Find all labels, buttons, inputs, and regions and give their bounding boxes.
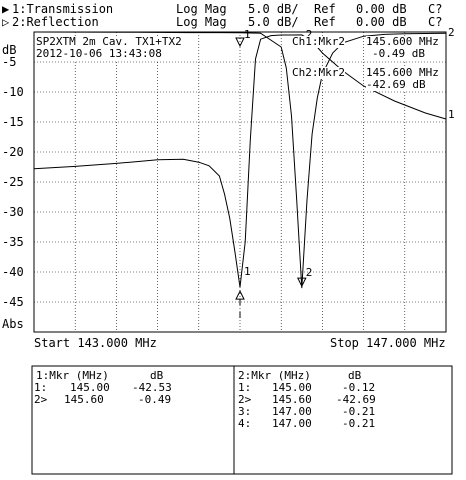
table2-row3-db: -0.21	[342, 405, 376, 418]
trace2-label[interactable]: 2:Reflection	[12, 15, 99, 29]
table1-row2-id: 2>	[34, 393, 48, 406]
trace2-ref-value[interactable]: 0.00 dB	[356, 15, 407, 29]
trace2-scale[interactable]: 5.0 dB/	[248, 15, 299, 29]
y-tick-label: -40	[2, 265, 24, 279]
trace1-format[interactable]: Log Mag	[176, 2, 227, 16]
marker-triangle-icon[interactable]	[235, 290, 245, 300]
marker-number-label: 1	[244, 28, 251, 41]
table1-row1-id: 1:	[34, 381, 48, 394]
ch2-marker-value: -42.69 dB	[366, 78, 426, 91]
trace1-ref-label: Ref	[314, 2, 336, 16]
series-transmission-line	[33, 34, 447, 288]
plot-title: SP2XTM 2m Cav. TX1+TX2	[36, 35, 182, 48]
table2-row4-id: 4:	[238, 417, 252, 430]
y-tick-label: -10	[2, 85, 24, 99]
table2-row4-freq: 147.00	[272, 417, 312, 430]
trace1-label[interactable]: 1:Transmission	[12, 2, 114, 16]
table2-row3-id: 3:	[238, 405, 252, 418]
trace-reference-label: 2	[448, 26, 455, 39]
table2-row3-freq: 147.00	[272, 405, 312, 418]
trace2-ref-label: Ref	[314, 15, 336, 29]
marker-triangle-icon[interactable]	[235, 37, 245, 48]
ch1-marker-freq: 145.600 MHz	[366, 35, 439, 48]
marker-table-frame	[31, 365, 453, 475]
table1-header-mkr: 1:Mkr (MHz)	[36, 369, 109, 382]
series-reflection-line	[33, 31, 447, 289]
y-tick-label: -25	[2, 175, 24, 189]
ch2-marker-label: Ch2:Mkr2	[292, 66, 345, 79]
trace-reference-label: 1	[448, 108, 455, 121]
ch1-marker-label: Ch1:Mkr2	[292, 35, 345, 48]
trace2-indicator-icon: ▷	[2, 15, 10, 29]
trace1-scale[interactable]: 5.0 dB/	[248, 2, 299, 16]
trace2-flag: C?	[428, 15, 443, 29]
y-tick-label: -5	[2, 55, 16, 69]
marker-number-label: 2	[306, 28, 313, 41]
y-axis-abs-label: Abs	[2, 317, 24, 331]
y-tick-label: -45	[2, 295, 24, 309]
table2-row1-db: -0.12	[342, 381, 376, 394]
stop-frequency[interactable]: Stop 147.000 MHz	[330, 336, 446, 350]
table2-row2-id: 2>	[238, 393, 252, 406]
table2-row2-db: -42.69	[336, 393, 376, 406]
marker-triangle-icon[interactable]	[296, 277, 307, 288]
table1-header-db: dB	[150, 369, 164, 382]
table2-row1-id: 1:	[238, 381, 252, 394]
y-tick-label: -15	[2, 115, 24, 129]
marker-number-label: 1	[244, 265, 251, 278]
table2-header-mkr: 2:Mkr (MHz)	[238, 369, 311, 382]
plot-frame	[33, 31, 447, 333]
ch1-marker-value: -0.49 dB	[372, 47, 425, 60]
ch2-marker-freq: 145.600 MHz	[366, 66, 439, 79]
trace1-ref-value[interactable]: 0.00 dB	[356, 2, 407, 16]
start-frequency[interactable]: Start 143.000 MHz	[34, 336, 157, 350]
y-tick-label: -20	[2, 145, 24, 159]
trace2-format[interactable]: Log Mag	[176, 15, 227, 29]
table1-row1-freq: 145.00	[70, 381, 110, 394]
table2-row1-freq: 145.00	[272, 381, 312, 394]
y-axis-unit-label: dB	[2, 43, 17, 57]
trace1-indicator-icon: ▶	[2, 2, 10, 16]
table1-row1-db: -42.53	[132, 381, 172, 394]
marker-number-label: 2	[306, 266, 313, 279]
table2-header-db: dB	[348, 369, 362, 382]
y-tick-label: -30	[2, 205, 24, 219]
y-tick-label: -35	[2, 235, 24, 249]
table1-row2-freq: 145.60	[64, 393, 104, 406]
trace1-flag: C?	[428, 2, 443, 16]
markers: 1 2 1 2 1 2	[235, 26, 455, 318]
table1-row2-db: -0.49	[138, 393, 172, 406]
plot-grid	[34, 32, 446, 332]
table2-row2-freq: 145.60	[272, 393, 312, 406]
plot-timestamp: 2012-10-06 13:43:08	[36, 47, 162, 60]
table2-row4-db: -0.21	[342, 417, 376, 430]
y-tick-labels: -5 -10 -15 -20 -25 -30 -35 -40 -45	[2, 55, 24, 309]
